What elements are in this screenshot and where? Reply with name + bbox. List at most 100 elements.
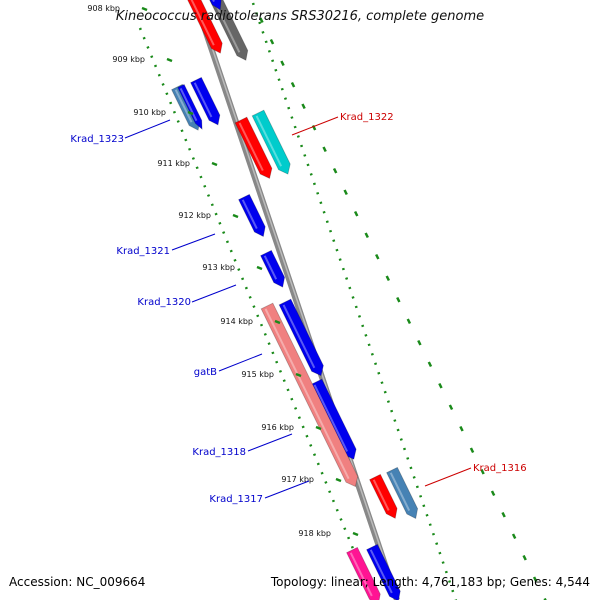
gene-highlight	[179, 87, 198, 122]
gene-label-krad_1322[interactable]: Krad_1322	[340, 112, 394, 123]
gene-features	[171, 0, 419, 600]
gene-label-krad_1321[interactable]: Krad_1321	[116, 246, 170, 257]
tick-track-dash	[417, 339, 422, 346]
tick-track-dash	[332, 167, 338, 174]
gene-label-krad_1317[interactable]: Krad_1317	[209, 494, 263, 505]
gene-highlight	[174, 89, 193, 123]
tick-track-dash	[353, 210, 359, 217]
scale-tick-label: 914 kbp	[220, 317, 253, 326]
map-title: Kineococcus radiotolerans SRS30216, comp…	[115, 9, 485, 24]
scale-tick-label: 910 kbp	[133, 108, 166, 117]
scale-tick-mark	[295, 372, 302, 378]
gene-highlight	[349, 552, 373, 597]
tick-track-dash	[511, 533, 517, 540]
tick-track-dash	[543, 597, 547, 600]
tick-track-dash	[259, 17, 264, 24]
gene-label-gatb[interactable]: gatB	[194, 367, 217, 378]
gene-krad-1316-red[interactable]	[369, 473, 398, 519]
gene-highlight	[238, 122, 264, 171]
gene-gatB[interactable]	[278, 298, 324, 377]
tick-track-line	[251, 2, 458, 600]
scale-tick-mark	[166, 57, 173, 63]
scale-tick-label: 915 kbp	[241, 370, 274, 379]
gene-arrow-blue-1323b[interactable]	[190, 76, 221, 126]
scale-tick-mark	[141, 6, 148, 12]
gene-highlight	[255, 115, 283, 167]
gene-arrow-blue-top[interactable]	[207, 0, 222, 11]
gene-label-leader-line	[264, 480, 310, 499]
gene-label-leader-line	[291, 116, 339, 136]
scale-tick-label: 918 kbp	[298, 529, 331, 538]
accession-text: Accession: NC_009664	[9, 575, 146, 589]
genome-backbone	[192, 0, 400, 600]
genome-backbone-highlight	[195, 0, 399, 600]
tick-track-dash	[269, 38, 275, 45]
gene-arrow-blue-bottom[interactable]	[366, 543, 401, 600]
genome-backbone-line	[192, 0, 400, 600]
tick-track-dash	[532, 576, 538, 583]
tick-track-dash	[469, 447, 475, 454]
tick-track-dash	[301, 103, 306, 110]
gene-highlight	[241, 199, 258, 230]
genome-summary-text: Topology: linear; Length: 4,761,183 bp; …	[270, 575, 590, 589]
gene-highlight	[193, 82, 213, 118]
gene-krad-1323-blue-strip[interactable]	[177, 83, 203, 131]
gene-label-krad_1323[interactable]: Krad_1323	[70, 134, 124, 145]
gene-highlight	[282, 304, 316, 369]
gene-highlight	[313, 384, 348, 452]
scale-tick-label: 917 kbp	[281, 475, 314, 484]
scale-tick-mark	[211, 161, 218, 167]
scale-tick-mark	[335, 477, 342, 483]
gene-label-leader-line	[424, 467, 472, 487]
gene-krad-1322-cyan[interactable]	[251, 109, 291, 175]
tick-track-dash	[396, 296, 401, 303]
gene-label-leader-line	[124, 119, 171, 139]
gene-label-krad_1316[interactable]: Krad_1316	[473, 463, 527, 474]
gene-krad-1317[interactable]	[260, 302, 359, 488]
tick-track-dash	[501, 511, 506, 518]
gene-krad-1316-steel[interactable]	[386, 466, 419, 520]
tick-track-dash	[343, 189, 348, 196]
gene-highlight	[369, 549, 393, 594]
tick-track-dash	[385, 275, 391, 282]
scale-tick-label: 912 kbp	[178, 211, 211, 220]
gene-label-leader-line	[191, 284, 237, 303]
gene-arrow-pink-bottom[interactable]	[346, 546, 381, 600]
gene-labels: Krad_1323 Krad_1322 Krad_1321 Krad_1320 gatB…	[70, 112, 526, 505]
gene-highlight	[389, 472, 411, 512]
gene-label-leader-line	[247, 433, 293, 452]
tick-track-dash	[448, 404, 454, 411]
scale-tick-mark	[187, 110, 194, 116]
gene-arrow-red-top[interactable]	[184, 0, 223, 54]
gene-highlight	[372, 479, 390, 511]
tick-track-dash	[438, 382, 443, 389]
tick-track-dash	[427, 361, 433, 368]
gene-krad-1322-red[interactable]	[234, 116, 273, 179]
scale-ticks: 908 kbp 909 kbp 910 kbp 911 kbp 912 kbp 913 k…	[87, 4, 359, 538]
scale-tick-label: 909 kbp	[112, 55, 145, 64]
tick-track-dash	[280, 60, 285, 67]
gene-label-krad_1320[interactable]: Krad_1320	[137, 297, 191, 308]
tick-track-dash	[522, 554, 527, 561]
tick-track-dash	[490, 490, 496, 497]
gene-krad-1320[interactable]	[260, 249, 285, 288]
gene-label-leader-line	[171, 233, 216, 251]
scale-tick-mark	[352, 531, 359, 537]
tick-track-dash	[290, 81, 296, 88]
scale-tick-label: 908 kbp	[87, 4, 120, 13]
tick-track-dash	[322, 146, 327, 153]
scale-tick-mark	[274, 319, 281, 325]
gene-label-leader-line	[218, 353, 263, 372]
scale-tick-mark	[315, 425, 322, 431]
gene-highlight	[263, 255, 278, 280]
gene-highlight	[264, 308, 350, 480]
gene-label-krad_1318[interactable]: Krad_1318	[192, 447, 246, 458]
tick-track-dash	[364, 232, 369, 239]
scale-tick-mark	[232, 213, 239, 219]
gene-arrow-grey-top[interactable]	[206, 0, 249, 61]
gene-highlight	[190, 0, 215, 46]
gene-krad-1321[interactable]	[238, 193, 266, 238]
scale-tick-label: 916 kbp	[261, 423, 294, 432]
